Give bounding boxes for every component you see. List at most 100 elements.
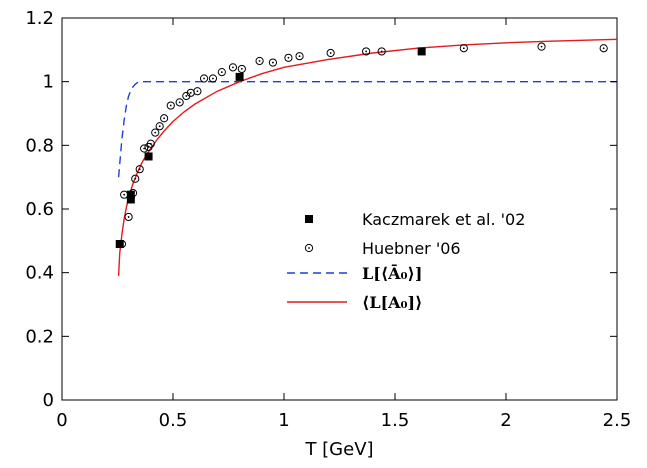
x-tick-label: 1.5 [381, 410, 410, 431]
data-point-circle-dot [365, 50, 368, 53]
data-point-circle-ring [326, 48, 335, 58]
data-point-circle [128, 188, 138, 198]
legend-item-kaczmarek: Kaczmarek et al. '02 [305, 210, 525, 229]
x-axis-label: T [GeV] [304, 439, 373, 460]
data-point-square [144, 152, 153, 161]
data-point-circle-dot [123, 193, 126, 196]
data-point-circle-ring [255, 56, 264, 66]
y-axis-ticks: 0 0.2 0.4 0.6 0.8 1 1.2 [25, 8, 617, 411]
data-point-circle-ring [117, 239, 127, 249]
data-point-circle-ring [151, 128, 160, 137]
data-point-circle-ring [120, 190, 129, 199]
data-point-circle [175, 98, 184, 107]
data-point-circle [140, 144, 149, 153]
data-point-circle-ring [193, 87, 202, 96]
data-point-circle-dot [298, 55, 301, 58]
data-point-square [115, 240, 124, 249]
data-point-circle [199, 74, 209, 83]
data-point-circle-ring [131, 174, 140, 183]
data-point-circle-dot [380, 50, 383, 53]
legend-circle-dot [308, 247, 310, 249]
data-point-circle-dot [149, 142, 152, 145]
data-point-circle-dot [258, 60, 261, 62]
data-point-circle [124, 212, 133, 222]
data-point-circle-dot [143, 147, 146, 150]
data-point-circle-dot [540, 45, 543, 48]
data-point-circle-ring [459, 44, 468, 53]
data-point-circle [160, 114, 169, 123]
data-point-circle [135, 165, 144, 174]
legend-item-solid: ⟨L[A₀]⟩ [287, 293, 422, 312]
data-point-circle-dot [154, 131, 157, 134]
data-point-circle [120, 190, 129, 199]
data-point-circle-ring [295, 52, 304, 61]
data-point-circle-ring [537, 42, 546, 51]
data-point-circle-dot [287, 56, 290, 59]
data-point-circle [217, 68, 226, 77]
data-point-square [235, 72, 244, 81]
data-point-circle-dot [178, 101, 181, 104]
data-point-circle [295, 52, 304, 61]
data-point-square [126, 190, 135, 199]
x-tick-label: 2 [500, 410, 511, 431]
data-point-circle [146, 139, 155, 148]
data-point-circle-dot [189, 91, 192, 94]
data-point-circle-dot [185, 95, 188, 97]
legend-marker-filled-square [305, 215, 313, 223]
data-point-circle-ring [268, 58, 277, 67]
data-point-circle [326, 48, 335, 58]
y-tick-label: 0 [43, 390, 54, 411]
data-point-circle [255, 56, 264, 66]
plot-frame [61, 17, 618, 401]
data-point-circle-ring [228, 63, 238, 72]
data-point-circle [537, 42, 546, 51]
data-point-circle-ring [599, 44, 608, 53]
data-point-circle-dot [462, 47, 465, 50]
data-point-circle-ring [160, 114, 169, 123]
plot-area [61, 17, 618, 401]
data-point-circle-dot [158, 125, 161, 128]
legend-circle-ring [304, 243, 314, 253]
data-point-circle-dot [138, 168, 141, 171]
data-point-circle-ring [199, 74, 209, 83]
data-point-circle-ring [124, 212, 133, 222]
data-point-circle-ring [155, 122, 164, 131]
data-point-circle-dot [134, 177, 137, 180]
data-point-circle-dot [272, 61, 274, 64]
data-point-circle-ring [208, 74, 218, 83]
legend-item-huebner: Huebner '06 [304, 239, 461, 258]
data-point-circle [599, 44, 608, 53]
data-point-circle-dot [329, 52, 332, 54]
data-point-circle [362, 47, 371, 56]
y-tick-label: 1 [43, 72, 54, 93]
data-point-circle-ring [175, 98, 184, 107]
data-point-circle-ring [128, 188, 138, 198]
data-point-circle-dot [602, 47, 605, 50]
x-tick-label: 0.5 [159, 410, 188, 431]
y-tick-label: 0.2 [25, 326, 54, 347]
data-point-circle-dot [121, 243, 123, 245]
x-axis-ticks: 0 0.5 1 1.5 2 2.5 [56, 18, 631, 431]
data-point-circle-dot [212, 77, 214, 80]
data-point-circle [284, 53, 293, 62]
y-tick-label: 0.6 [25, 199, 54, 220]
data-point-circle-dot [232, 66, 234, 69]
data-point-circle [117, 239, 127, 249]
data-point-circle-ring [140, 144, 149, 153]
data-point-circle-ring [362, 47, 371, 56]
data-point-circle-dot [203, 77, 205, 80]
y-tick-label: 0.4 [25, 263, 54, 284]
legend-label-dashed: L[⟨Ā₀⟩] [362, 263, 422, 283]
data-point-circle [151, 128, 160, 137]
data-point-circle-ring [217, 68, 226, 77]
legend: Kaczmarek et al. '02 Huebner '06 L[⟨Ā₀⟩]… [287, 210, 525, 312]
x-tick-label: 2.5 [603, 410, 632, 431]
data-point-circle [208, 74, 218, 83]
data-point-circle [459, 44, 468, 53]
data-point-square [126, 195, 135, 204]
data-point-circle [268, 58, 277, 67]
data-point-circle [155, 122, 164, 131]
data-point-circle-ring [135, 165, 144, 174]
data-point-circle [166, 101, 175, 110]
data-point-circle-dot [220, 71, 223, 74]
